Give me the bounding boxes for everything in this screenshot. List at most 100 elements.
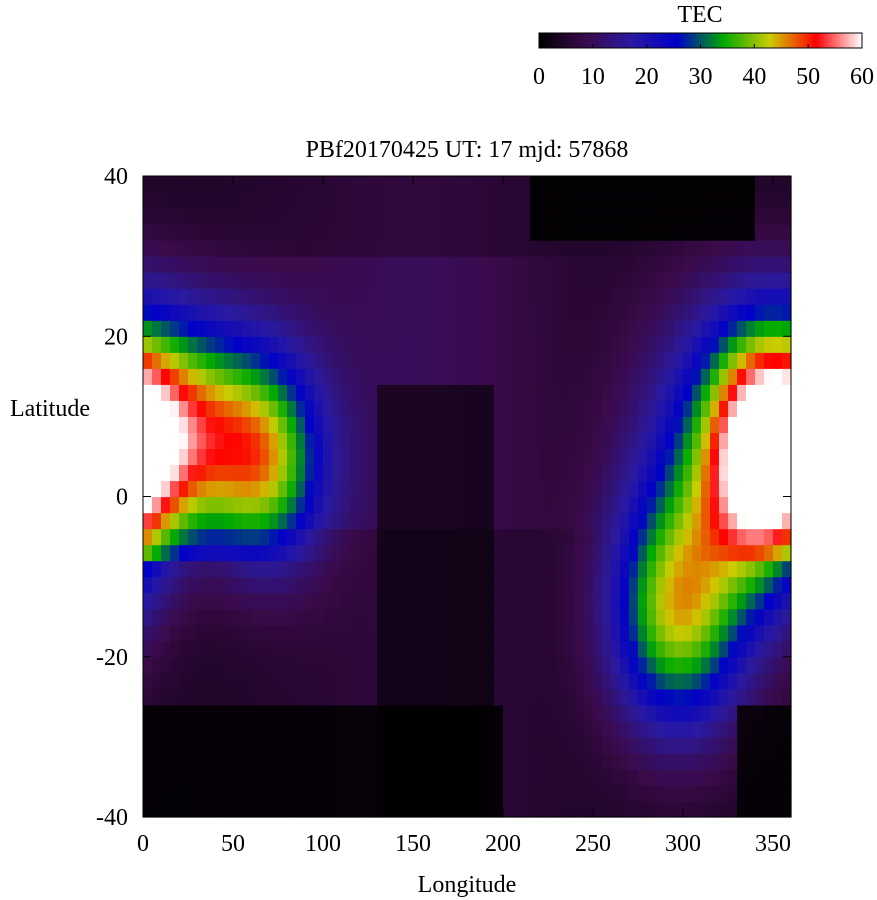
heatmap-cell <box>782 496 792 514</box>
heatmap-cell <box>665 416 675 434</box>
heatmap-cell <box>539 416 549 434</box>
heatmap-cell <box>584 384 594 401</box>
heatmap-cell <box>404 304 414 321</box>
heatmap-cell <box>521 656 531 674</box>
heatmap-cell <box>287 256 297 273</box>
heatmap-cell <box>458 640 468 658</box>
heatmap-cell <box>503 240 513 257</box>
heatmap-cell <box>530 688 540 706</box>
heatmap-cell <box>674 720 684 738</box>
heatmap-cell <box>413 544 423 562</box>
heatmap-cell <box>629 304 639 321</box>
heatmap-cell <box>260 336 270 353</box>
heatmap-cell <box>503 384 513 401</box>
heatmap-cell <box>683 480 693 498</box>
heatmap-cell <box>611 336 621 353</box>
heatmap-cell <box>242 496 252 514</box>
heatmap-cell <box>746 544 756 562</box>
heatmap-cell <box>746 592 756 610</box>
heatmap-cell <box>305 736 315 754</box>
heatmap-cell <box>737 272 747 289</box>
heatmap-cell <box>206 512 216 530</box>
heatmap-cell <box>566 208 576 225</box>
heatmap-cell <box>314 576 324 594</box>
heatmap-cell <box>323 480 333 498</box>
heatmap-cell <box>341 592 351 610</box>
heatmap-cell <box>359 688 369 706</box>
heatmap-cell <box>584 192 594 209</box>
heatmap-cell <box>359 432 369 450</box>
heatmap-cell <box>224 336 234 353</box>
heatmap-cell <box>566 736 576 754</box>
heatmap-cell <box>431 336 441 353</box>
heatmap-cell <box>260 416 270 434</box>
heatmap-cell <box>260 624 270 642</box>
heatmap-cell <box>395 672 405 690</box>
heatmap-cell <box>674 496 684 514</box>
heatmap-cell <box>593 736 603 754</box>
heatmap-cell <box>332 688 342 706</box>
heatmap-cell <box>404 544 414 562</box>
heatmap-cell <box>269 416 279 434</box>
heatmap-cell <box>260 784 270 802</box>
heatmap-cell <box>620 752 630 770</box>
heatmap-cell <box>620 336 630 353</box>
heatmap-cell <box>287 192 297 209</box>
heatmap-cell <box>440 592 450 610</box>
heatmap-cell <box>260 304 270 321</box>
heatmap-cell <box>179 480 189 498</box>
heatmap-cell <box>179 176 189 193</box>
heatmap-cell <box>422 800 432 818</box>
heatmap-cell <box>719 240 729 257</box>
heatmap-cell <box>431 800 441 818</box>
heatmap-cell <box>341 720 351 738</box>
heatmap-cell <box>359 480 369 498</box>
heatmap-cell <box>611 496 621 514</box>
heatmap-cell <box>179 240 189 257</box>
heatmap-cell <box>179 368 189 385</box>
heatmap-cell <box>341 432 351 450</box>
heatmap-cell <box>719 208 729 225</box>
heatmap-cell <box>602 752 612 770</box>
heatmap-cell <box>593 368 603 385</box>
heatmap-cell <box>521 368 531 385</box>
heatmap-cell <box>413 352 423 369</box>
heatmap-cell <box>530 720 540 738</box>
heatmap-cell <box>206 640 216 658</box>
colorbar-tick-label: 50 <box>796 64 820 90</box>
heatmap-cell <box>152 720 162 738</box>
heatmap-cell <box>719 416 729 434</box>
heatmap-cell <box>557 576 567 594</box>
heatmap-cell <box>719 624 729 642</box>
heatmap-cell <box>152 768 162 786</box>
heatmap-cell <box>719 496 729 514</box>
heatmap-cell <box>431 560 441 578</box>
heatmap-cell <box>224 624 234 642</box>
heatmap-cell <box>476 320 486 337</box>
heatmap-cell <box>773 192 783 209</box>
heatmap-cell <box>692 432 702 450</box>
heatmap-cell <box>179 336 189 353</box>
heatmap-cell <box>620 608 630 626</box>
heatmap-cell <box>548 608 558 626</box>
heatmap-cell <box>548 672 558 690</box>
heatmap-cell <box>215 704 225 722</box>
heatmap-cell <box>620 720 630 738</box>
heatmap-cell <box>485 240 495 257</box>
heatmap-cell <box>305 208 315 225</box>
heatmap-cell <box>242 736 252 754</box>
heatmap-cell <box>341 784 351 802</box>
heatmap-cell <box>485 592 495 610</box>
heatmap-cell <box>233 400 243 417</box>
heatmap-cell <box>332 656 342 674</box>
heatmap-cell <box>188 432 198 450</box>
heatmap-cell <box>188 480 198 498</box>
heatmap-cell <box>737 496 747 514</box>
heatmap-cell <box>251 672 261 690</box>
heatmap-cell <box>152 464 162 482</box>
heatmap-cell <box>359 320 369 337</box>
heatmap-cell <box>656 544 666 562</box>
heatmap-cell <box>665 432 675 450</box>
heatmap-cell <box>773 256 783 273</box>
heatmap-cell <box>476 224 486 241</box>
